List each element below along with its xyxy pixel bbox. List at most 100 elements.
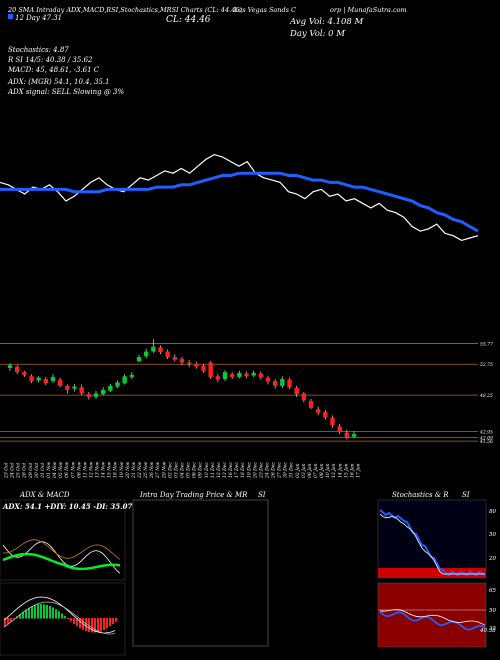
date-label: 07 Nov <box>70 461 76 478</box>
candle-body <box>100 390 106 395</box>
candle-body <box>36 377 41 381</box>
candle-body <box>158 347 163 353</box>
date-label: 05 Dec <box>186 462 192 478</box>
mrsi-line <box>379 609 486 626</box>
date-label: 03 Dec <box>173 462 179 478</box>
macd-bar <box>106 618 108 629</box>
date-label: 30 Oct <box>34 463 40 478</box>
macd-bar <box>58 611 60 619</box>
date-label: 20 Nov <box>125 461 131 479</box>
candle-body <box>258 373 264 378</box>
macd-bar <box>70 618 72 622</box>
date-label: 01 Nov <box>46 461 52 478</box>
date-label: 14 Nov <box>101 461 107 478</box>
stoch-panel-title: Stochastics & R <box>392 491 449 499</box>
candle-body <box>201 365 206 371</box>
macd-bar <box>4 618 6 627</box>
macd-bar <box>79 618 81 629</box>
candles <box>7 339 357 440</box>
date-label: 06 Dec <box>192 462 198 478</box>
date-label: 13 Nov <box>95 461 101 478</box>
adx-panel-title: ADX & MACD <box>19 491 70 499</box>
candle-body <box>143 351 149 357</box>
date-label: 07 Jan <box>313 463 319 478</box>
date-label: 04 Dec <box>180 462 186 478</box>
macd-bar <box>28 607 30 619</box>
adx-readout: ADX: (MGR) 54.1, 10.4, 35.1 <box>7 78 110 86</box>
date-label: 02 Dec <box>167 462 173 478</box>
date-label: 15 Nov <box>107 461 113 478</box>
candle-body <box>43 379 49 384</box>
candle-body <box>301 393 307 401</box>
candle-body <box>287 379 292 388</box>
candle-body <box>65 385 70 390</box>
stoch-si-label: SI <box>462 491 470 499</box>
date-label: 09 Dec <box>198 462 204 478</box>
date-label: 24 Oct <box>10 463 16 479</box>
date-axis: 23 Oct 24 Oct 25 Oct 28 Oct 29 Oct 30 Oct 31 O… <box>4 461 362 479</box>
avg-volume: Avg Vol: 4.108 M <box>289 17 364 27</box>
candle-body <box>50 376 56 382</box>
candle-body <box>308 401 314 408</box>
company-name: Las Vegas Sands C <box>233 6 296 14</box>
date-label: 14 Jan <box>337 463 343 478</box>
date-label: 06 Nov <box>64 461 70 478</box>
candle-body <box>294 387 299 395</box>
intraday-si-label: SI <box>258 491 266 499</box>
date-label: 18 Dec <box>240 462 246 478</box>
rsi-value: 40.38 <box>479 628 496 634</box>
legend-line-2: 12 Day 47.31 <box>15 14 62 22</box>
date-label: 11 Dec <box>210 462 216 478</box>
date-label: 10 Jan <box>325 463 331 478</box>
price-level-label: 42.95 <box>479 430 493 436</box>
candle-body <box>179 359 185 363</box>
date-label: 24 Dec <box>264 462 270 479</box>
price-level-label: 52.75 <box>480 362 493 368</box>
date-label: 28 Oct <box>22 463 28 479</box>
date-label: 12 Nov <box>88 461 94 478</box>
macd-bar <box>31 606 33 619</box>
candle-body <box>244 373 249 377</box>
macd-bar <box>88 618 90 632</box>
adx-line <box>2 541 121 574</box>
rsi-level-65: 65 <box>489 588 496 594</box>
date-label: 23 Oct <box>4 463 10 479</box>
date-label: 25 Oct <box>16 463 22 479</box>
price-level-label: 41.56 <box>479 439 493 445</box>
candle-body <box>79 387 84 394</box>
date-label: 26 Dec <box>271 462 277 479</box>
candle-body <box>129 374 135 377</box>
date-label: 05 Nov <box>58 461 64 478</box>
adx-panel <box>0 499 126 581</box>
date-label: 15 Jan <box>343 463 349 478</box>
date-label: 31 Dec <box>289 462 295 478</box>
macd-bar <box>100 618 102 632</box>
macd-bar <box>52 607 54 619</box>
date-label: 31 Oct <box>40 463 46 478</box>
date-label: 30 Dec <box>283 462 289 478</box>
date-label: 26 Nov <box>149 461 155 479</box>
candle-body <box>194 363 199 367</box>
macd-bar <box>49 605 51 619</box>
candle-body <box>280 379 285 386</box>
macd-bar <box>94 618 96 633</box>
candle-body <box>29 376 34 382</box>
sma-line <box>0 171 479 233</box>
macd-bar <box>85 618 87 632</box>
site-name: orp | MunafaSutra.com <box>330 6 407 14</box>
date-label: 06 Jan <box>307 463 313 478</box>
macd-bar <box>37 604 39 619</box>
date-label: 10 Dec <box>204 462 210 478</box>
candle-body <box>215 376 221 380</box>
adx-lines <box>2 539 121 574</box>
candle-body <box>265 377 271 382</box>
date-label: 23 Dec <box>258 462 264 479</box>
macd-bar <box>19 613 21 619</box>
macd-bar <box>67 618 69 620</box>
candle-body <box>108 385 113 391</box>
candle-body <box>251 372 256 376</box>
candle-body <box>237 372 242 377</box>
rsi-readout: R SI 14/5: 40.38 / 35.62 <box>7 56 93 64</box>
stoch-level-50: 50 <box>489 532 496 538</box>
macd-bar <box>7 618 9 625</box>
